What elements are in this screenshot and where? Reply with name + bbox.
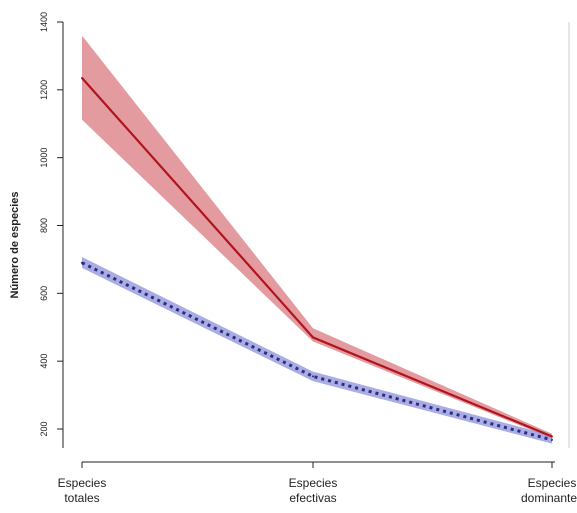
x-tick-label-line: Especies bbox=[58, 476, 107, 490]
series-line-2 bbox=[81, 261, 553, 442]
x-tick-label-line: totales bbox=[64, 491, 99, 505]
data-point-1-3 bbox=[551, 435, 553, 438]
data-point-2-1 bbox=[81, 261, 83, 264]
data-point-1-1 bbox=[81, 76, 83, 79]
y-tick-label: 1000 bbox=[39, 148, 49, 168]
series-lines bbox=[81, 76, 553, 442]
y-axis-label: Número de especies bbox=[9, 192, 21, 299]
data-point-1-2 bbox=[312, 336, 314, 339]
y-ticks: 200 400 600 800 1000 1200 1400 bbox=[39, 12, 63, 437]
x-tick-label: Especies dominantes bbox=[521, 476, 577, 505]
data-point-2-3 bbox=[551, 438, 553, 441]
y-tick-label: 1400 bbox=[39, 12, 49, 32]
x-tick-label-line: dominantes bbox=[521, 491, 577, 505]
data-point-2-2 bbox=[312, 375, 314, 378]
x-tick-label-line: efectivas bbox=[289, 491, 336, 505]
y-tick-label: 600 bbox=[39, 286, 49, 301]
confidence-bands bbox=[82, 35, 552, 444]
y-tick-label: 1200 bbox=[39, 80, 49, 100]
x-tick-label: Especies totales bbox=[58, 476, 107, 505]
axes bbox=[62, 22, 570, 463]
y-tick-label: 200 bbox=[39, 421, 49, 436]
y-tick-label: 400 bbox=[39, 354, 49, 369]
y-tick-label: 800 bbox=[39, 218, 49, 233]
x-tick-label-line: Especies bbox=[289, 476, 338, 490]
confidence-band-2 bbox=[82, 257, 552, 444]
x-tick-label-line: Especies bbox=[528, 476, 577, 490]
x-tick-label: Especies efectivas bbox=[289, 476, 338, 505]
